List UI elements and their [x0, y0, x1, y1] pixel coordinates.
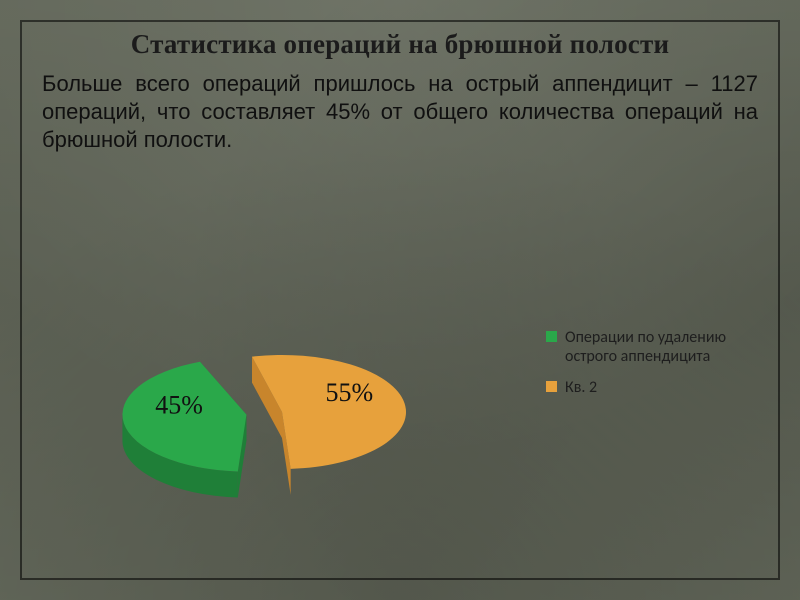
chart-legend: Операции по удалению острого аппендицита… — [546, 328, 776, 398]
pie-chart-area: 45% 55% Операции по удалению острого аппе… — [60, 232, 784, 542]
content-frame: Статистика операций на брюшной полости Б… — [20, 20, 780, 580]
legend-label: Операции по удалению острого аппендицита — [565, 328, 776, 366]
pie-slice-label-kv2: 55% — [326, 378, 374, 407]
legend-swatch — [546, 331, 557, 342]
pie-chart: 45% 55% — [60, 232, 520, 542]
legend-label: Кв. 2 — [565, 378, 597, 397]
slide-title: Статистика операций на брюшной полости — [42, 28, 758, 62]
slide-body: Больше всего операций пришлось на острый… — [42, 70, 758, 154]
legend-swatch — [546, 381, 557, 392]
pie-slice-label-appendicitis: 45% — [155, 390, 203, 419]
slide: Статистика операций на брюшной полости Б… — [0, 0, 800, 600]
legend-item: Кв. 2 — [546, 378, 776, 397]
legend-item: Операции по удалению острого аппендицита — [546, 328, 776, 366]
